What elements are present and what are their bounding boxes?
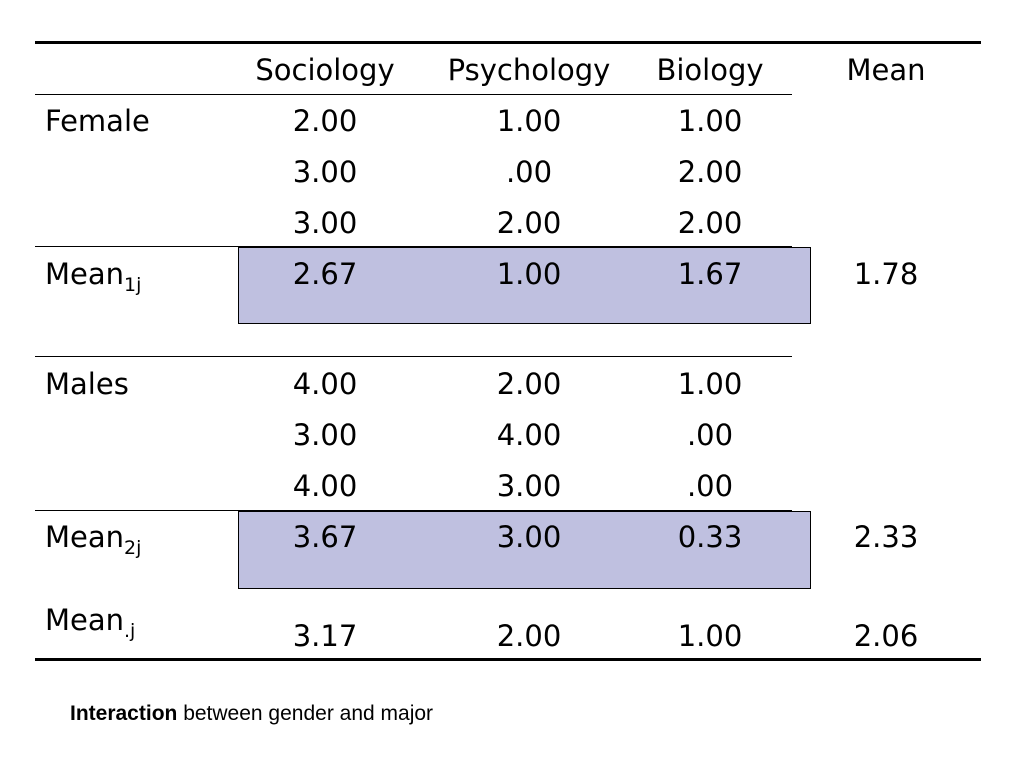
column-mean-label: Mean.j xyxy=(45,602,135,641)
header-mean: Mean xyxy=(846,53,926,87)
female-mean-biology: 1.67 xyxy=(677,257,743,291)
male-grand-mean: 2.33 xyxy=(853,520,919,554)
male-r3-sociology: 4.00 xyxy=(292,469,358,503)
female-r2-biology: 2.00 xyxy=(677,155,743,189)
column-mean-psychology: 2.00 xyxy=(496,619,562,653)
male-means-highlight xyxy=(238,511,811,589)
bottom-rule xyxy=(35,658,981,661)
male-r2-biology: .00 xyxy=(686,418,734,452)
female-mean-label: Mean1j xyxy=(45,256,141,295)
caption-bold: Interaction xyxy=(70,702,178,725)
top-rule xyxy=(35,41,981,44)
male-mean-biology: 0.33 xyxy=(677,520,743,554)
caption: Interaction between gender and major xyxy=(70,700,433,728)
male-label: Males xyxy=(45,367,129,401)
male-top-rule xyxy=(35,356,792,357)
female-mean-sociology: 2.67 xyxy=(292,257,358,291)
female-r1-sociology: 2.00 xyxy=(292,104,358,138)
female-r3-sociology: 3.00 xyxy=(292,206,358,240)
female-r3-biology: 2.00 xyxy=(677,206,743,240)
female-r2-psychology: .00 xyxy=(505,155,553,189)
overall-grand-mean: 2.06 xyxy=(853,619,919,653)
male-mean-subscript: 2j xyxy=(124,537,142,559)
male-r1-biology: 1.00 xyxy=(677,367,743,401)
female-mean-subscript: 1j xyxy=(124,274,142,296)
male-r2-psychology: 4.00 xyxy=(496,418,562,452)
header-sociology: Sociology xyxy=(255,53,395,87)
female-r3-psychology: 2.00 xyxy=(496,206,562,240)
female-mean-rule xyxy=(35,246,792,247)
header-biology: Biology xyxy=(656,53,764,87)
female-r1-psychology: 1.00 xyxy=(496,104,562,138)
header-underline xyxy=(35,94,792,95)
female-label: Female xyxy=(45,104,150,138)
male-r3-biology: .00 xyxy=(686,469,734,503)
male-mean-psychology: 3.00 xyxy=(496,520,562,554)
female-r1-biology: 1.00 xyxy=(677,104,743,138)
female-r2-sociology: 3.00 xyxy=(292,155,358,189)
column-mean-sociology: 3.17 xyxy=(292,619,358,653)
caption-rest: between gender and major xyxy=(177,702,434,725)
female-mean-label-text: Mean xyxy=(45,257,125,291)
column-mean-label-text: Mean xyxy=(45,603,125,637)
column-mean-subscript: .j xyxy=(124,620,136,642)
female-means-highlight xyxy=(238,247,811,324)
header-psychology: Psychology xyxy=(447,53,611,87)
male-r2-sociology: 3.00 xyxy=(292,418,358,452)
male-mean-rule xyxy=(35,510,792,511)
column-mean-biology: 1.00 xyxy=(677,619,743,653)
male-mean-sociology: 3.67 xyxy=(292,520,358,554)
male-mean-label: Mean2j xyxy=(45,519,141,558)
male-r1-psychology: 2.00 xyxy=(496,367,562,401)
male-mean-label-text: Mean xyxy=(45,520,125,554)
male-r1-sociology: 4.00 xyxy=(292,367,358,401)
female-grand-mean: 1.78 xyxy=(853,257,919,291)
male-r3-psychology: 3.00 xyxy=(496,469,562,503)
female-mean-psychology: 1.00 xyxy=(496,257,562,291)
